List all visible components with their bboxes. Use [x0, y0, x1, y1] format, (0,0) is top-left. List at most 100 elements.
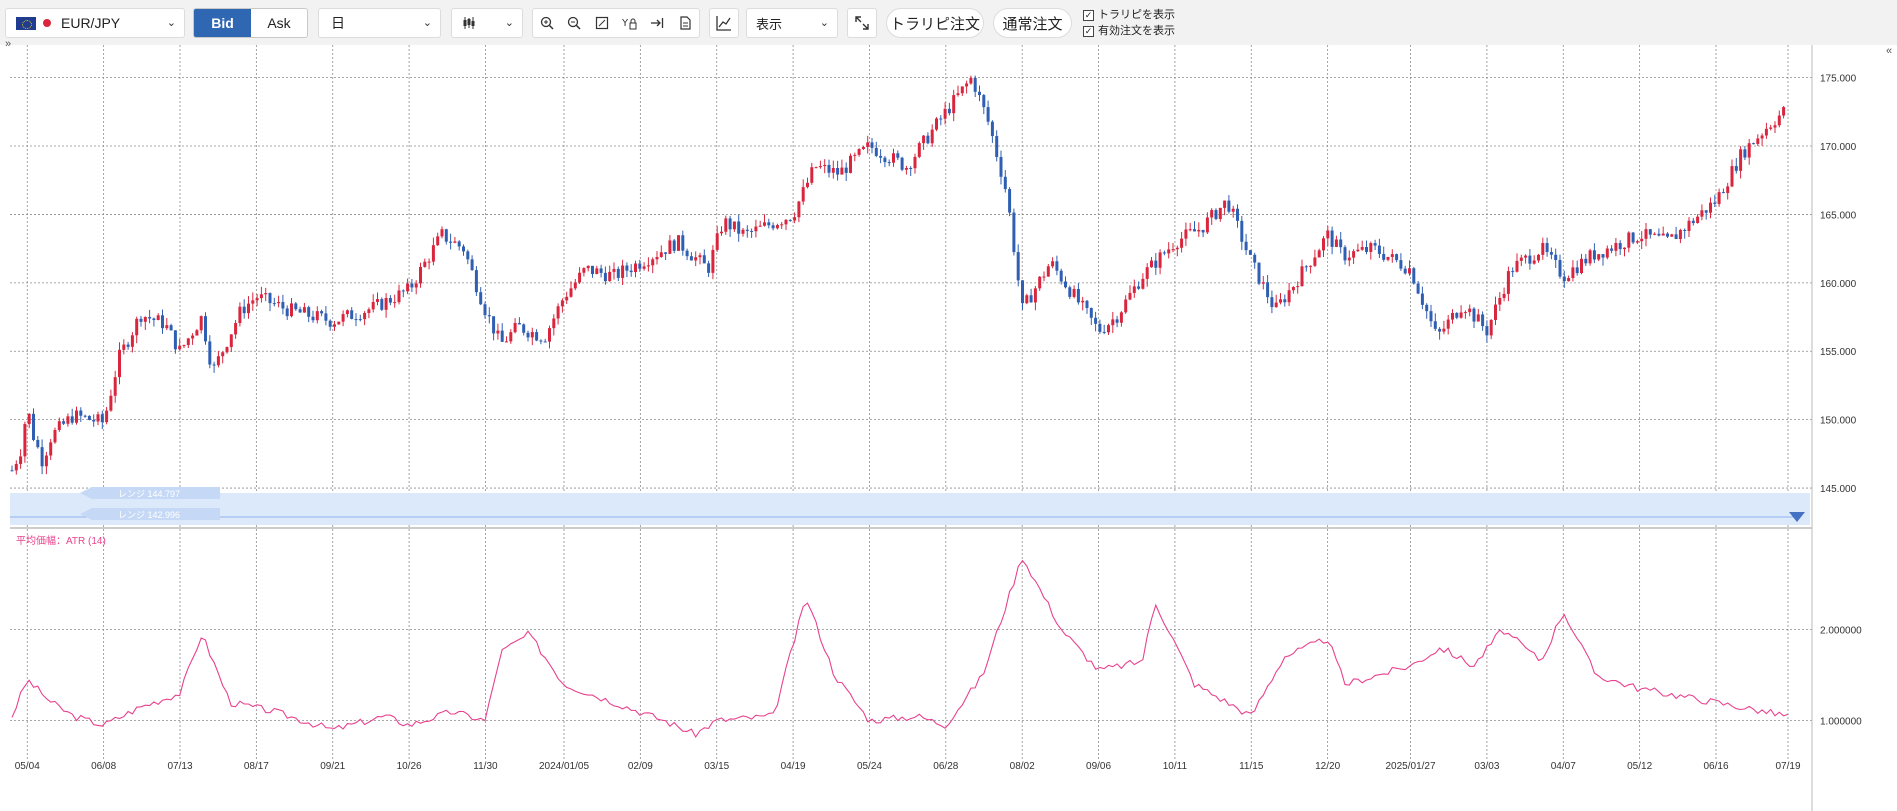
down-candle — [1330, 230, 1334, 247]
zoom-out-icon[interactable] — [566, 15, 582, 31]
up-candle — [840, 167, 844, 175]
down-candle — [32, 413, 35, 440]
up-candle — [225, 347, 229, 353]
indicator-button[interactable] — [709, 8, 739, 38]
collapse-left-icon[interactable]: » — [5, 38, 12, 50]
down-candle — [1373, 243, 1377, 246]
auto-scale-lock-icon[interactable]: Y — [622, 15, 638, 31]
show-active-orders-label: 有効注文を表示 — [1098, 25, 1175, 37]
up-candle — [810, 167, 814, 183]
price-tick-label: 175.000 — [1820, 74, 1857, 85]
up-candle — [866, 142, 870, 147]
down-candle — [1420, 293, 1424, 305]
up-candle — [122, 344, 126, 350]
up-candle — [66, 416, 70, 424]
down-candle — [1412, 268, 1416, 284]
down-candle — [212, 364, 216, 366]
fit-screen-icon[interactable] — [594, 15, 610, 31]
down-candle — [462, 246, 465, 252]
down-candle — [1162, 252, 1166, 254]
up-candle — [1614, 243, 1618, 251]
up-candle — [1532, 260, 1536, 264]
up-candle — [612, 268, 616, 272]
down-candle — [444, 229, 448, 242]
up-candle — [659, 252, 663, 258]
up-candle — [1519, 257, 1523, 261]
up-candle — [216, 356, 220, 366]
up-candle — [182, 345, 186, 347]
show-trapi-checkbox[interactable]: ✓ — [1083, 9, 1094, 21]
up-candle — [582, 268, 586, 273]
up-candle — [1476, 314, 1480, 322]
up-candle — [668, 240, 672, 254]
down-candle — [242, 306, 246, 314]
period-select[interactable]: 日 ⌄ — [318, 8, 441, 38]
bid-button[interactable]: Bid — [194, 9, 251, 37]
down-candle — [79, 410, 83, 416]
up-candle — [14, 464, 18, 471]
down-candle — [1743, 149, 1747, 158]
up-candle — [1764, 128, 1768, 136]
down-candle — [1592, 250, 1596, 260]
collapse-right-icon[interactable]: « — [1886, 45, 1893, 57]
up-candle — [1132, 286, 1136, 293]
up-candle — [1506, 271, 1510, 294]
time-tick-label: 08/02 — [1010, 761, 1035, 772]
down-candle — [1481, 314, 1485, 327]
up-candle — [1524, 255, 1528, 258]
show-trapi-option[interactable]: ✓ トラリピを表示 — [1083, 7, 1175, 23]
price-tick-label: 165.000 — [1820, 210, 1857, 221]
down-candle — [152, 318, 156, 321]
down-candle — [1098, 323, 1102, 332]
down-candle — [1343, 247, 1347, 261]
show-active-orders-checkbox[interactable]: ✓ — [1083, 25, 1094, 37]
down-candle — [771, 225, 775, 229]
down-candle — [470, 259, 474, 271]
up-candle — [367, 309, 371, 313]
down-candle — [1270, 297, 1274, 308]
down-candle — [973, 78, 977, 92]
up-candle — [930, 129, 934, 144]
fullscreen-button[interactable] — [847, 8, 877, 38]
down-candle — [517, 323, 521, 325]
up-candle — [1408, 268, 1411, 274]
show-active-orders-option[interactable]: ✓ 有効注文を表示 — [1083, 23, 1175, 39]
up-candle — [775, 225, 779, 229]
up-candle — [913, 156, 917, 169]
down-candle — [1734, 166, 1738, 171]
up-candle — [1218, 207, 1222, 219]
down-candle — [1683, 229, 1687, 231]
down-candle — [1068, 287, 1072, 297]
zoom-in-icon[interactable] — [539, 15, 555, 31]
up-candle — [75, 410, 78, 423]
scroll-to-latest-icon[interactable] — [649, 15, 665, 31]
current-price-marker-icon — [1789, 512, 1805, 522]
chart-type-select[interactable]: ⌄ — [451, 8, 523, 38]
up-candle — [608, 271, 612, 282]
up-candle — [1046, 266, 1050, 277]
down-candle — [410, 283, 414, 288]
down-candle — [449, 241, 453, 243]
down-candle — [1666, 233, 1669, 237]
up-candle — [221, 352, 225, 357]
normal-order-button[interactable]: 通常注文 — [993, 8, 1072, 38]
time-tick-label: 2024/01/05 — [539, 761, 589, 772]
down-candle — [1648, 229, 1652, 235]
down-candle — [92, 419, 96, 422]
down-candle — [1382, 253, 1386, 260]
up-candle — [560, 300, 564, 307]
price-chart[interactable]: レンジ 144.797 レンジ 142.996 平均価幅：ATR (14) 175… — [0, 45, 1897, 811]
up-candle — [711, 249, 715, 273]
symbol-selector[interactable]: EUR/JPY ⌄ — [5, 8, 185, 38]
display-select[interactable]: 表示 ⌄ — [746, 8, 838, 38]
down-candle — [638, 263, 642, 269]
up-candle — [548, 328, 551, 342]
trapi-order-button[interactable]: トラリピ注文 — [886, 8, 984, 38]
document-icon[interactable] — [677, 15, 693, 31]
up-candle — [1124, 299, 1128, 313]
down-candle — [1416, 283, 1420, 294]
ask-button[interactable]: Ask — [251, 9, 307, 37]
atr-axis: 1.000000 2.000000 — [1820, 625, 1862, 727]
down-candle — [169, 325, 173, 331]
up-candle — [1322, 238, 1325, 251]
